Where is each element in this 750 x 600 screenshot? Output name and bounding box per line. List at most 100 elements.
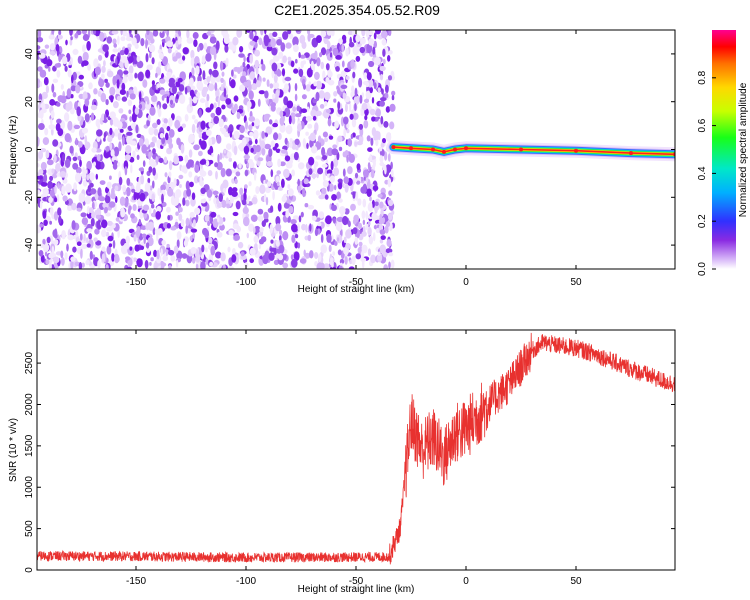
noise-speckle xyxy=(136,55,141,63)
noise-speckle xyxy=(249,161,255,169)
noise-speckle xyxy=(249,131,254,137)
noise-speckle xyxy=(319,104,325,109)
noise-speckle xyxy=(213,61,218,70)
noise-speckle xyxy=(253,35,259,41)
noise-speckle xyxy=(380,115,384,125)
noise-speckle xyxy=(124,166,128,176)
noise-speckle xyxy=(57,128,64,137)
noise-speckle xyxy=(208,68,213,75)
noise-speckle xyxy=(117,35,120,45)
noise-speckle xyxy=(88,82,93,90)
noise-speckle xyxy=(296,105,301,112)
noise-speckle xyxy=(105,212,111,217)
noise-speckle xyxy=(101,246,106,252)
noise-speckle xyxy=(358,134,364,144)
noise-speckle xyxy=(42,137,50,146)
noise-speckle xyxy=(47,180,53,190)
noise-speckle xyxy=(37,78,41,89)
noise-speckle xyxy=(39,69,47,78)
noise-speckle xyxy=(152,30,159,37)
noise-speckle xyxy=(367,248,371,256)
noise-speckle xyxy=(261,147,266,156)
noise-speckle xyxy=(354,141,357,147)
noise-speckle xyxy=(50,128,54,136)
noise-speckle xyxy=(377,87,381,93)
noise-speckle xyxy=(45,85,50,94)
noise-speckle xyxy=(143,204,150,211)
noise-speckle xyxy=(361,231,367,237)
noise-speckle xyxy=(349,36,353,46)
noise-speckle xyxy=(373,32,377,40)
noise-speckle xyxy=(68,101,73,110)
noise-speckle xyxy=(350,203,356,211)
noise-speckle xyxy=(344,247,349,257)
noise-speckle xyxy=(227,151,232,159)
noise-speckle xyxy=(306,67,313,78)
noise-speckle xyxy=(248,181,252,187)
noise-speckle xyxy=(261,63,266,71)
noise-speckle xyxy=(316,262,324,269)
noise-speckle xyxy=(379,146,383,152)
noise-speckle xyxy=(59,171,67,178)
colorbar-gradient xyxy=(712,30,736,269)
noise-speckle xyxy=(170,226,177,231)
x-tick-label: -100 xyxy=(236,277,256,288)
noise-speckle xyxy=(186,30,190,39)
noise-speckle xyxy=(271,62,278,72)
noise-speckle xyxy=(384,151,388,161)
noise-speckle xyxy=(176,239,180,249)
noise-speckle xyxy=(365,210,369,220)
noise-speckle xyxy=(311,215,317,221)
noise-speckle xyxy=(359,94,363,104)
noise-speckle xyxy=(331,204,337,211)
noise-speckle xyxy=(248,124,253,131)
noise-speckle xyxy=(86,160,92,171)
noise-speckle xyxy=(283,202,290,209)
noise-speckle xyxy=(291,223,298,233)
noise-speckle xyxy=(238,143,243,150)
noise-speckle xyxy=(167,47,172,54)
noise-speckle xyxy=(307,30,311,35)
noise-speckle xyxy=(293,151,299,161)
noise-speckle xyxy=(120,55,128,63)
noise-speckle xyxy=(106,70,114,78)
noise-speckle xyxy=(69,30,73,36)
noise-speckle xyxy=(315,80,322,90)
noise-speckle xyxy=(67,234,74,241)
noise-speckle xyxy=(379,100,385,107)
noise-speckle xyxy=(149,207,152,215)
noise-speckle xyxy=(197,75,202,83)
noise-speckle xyxy=(191,192,196,200)
noise-speckle xyxy=(289,138,293,143)
noise-speckle xyxy=(361,102,368,111)
noise-speckle xyxy=(119,49,126,56)
noise-speckle xyxy=(229,131,233,138)
noise-speckle xyxy=(343,128,347,138)
x-tick-label: 50 xyxy=(570,277,582,288)
noise-speckle xyxy=(186,161,192,169)
noise-speckle xyxy=(209,46,217,55)
noise-speckle xyxy=(208,137,213,147)
noise-speckle xyxy=(125,145,132,154)
x-tick-label: 0 xyxy=(463,576,469,587)
noise-speckle xyxy=(316,57,321,67)
noise-speckle xyxy=(69,39,73,46)
noise-speckle xyxy=(295,30,301,33)
noise-speckle xyxy=(79,233,83,241)
noise-speckle xyxy=(191,67,195,77)
noise-speckle xyxy=(113,146,120,157)
noise-speckle xyxy=(385,221,391,228)
noise-speckle xyxy=(333,167,339,177)
noise-speckle xyxy=(258,238,265,245)
noise-speckle xyxy=(81,30,87,35)
noise-speckle xyxy=(335,221,343,232)
snr-panel: -150 -100 -50 0 50 0 500 1000 1500 2000 2500 Heig… xyxy=(8,329,676,595)
noise-speckle xyxy=(151,193,155,202)
noise-speckle xyxy=(294,93,298,102)
noise-speckle xyxy=(153,209,156,215)
y-tick-label: 500 xyxy=(24,520,35,537)
noise-speckle xyxy=(248,223,255,232)
noise-speckle xyxy=(338,198,343,203)
noise-speckle xyxy=(112,38,117,45)
noise-speckle xyxy=(174,119,181,129)
